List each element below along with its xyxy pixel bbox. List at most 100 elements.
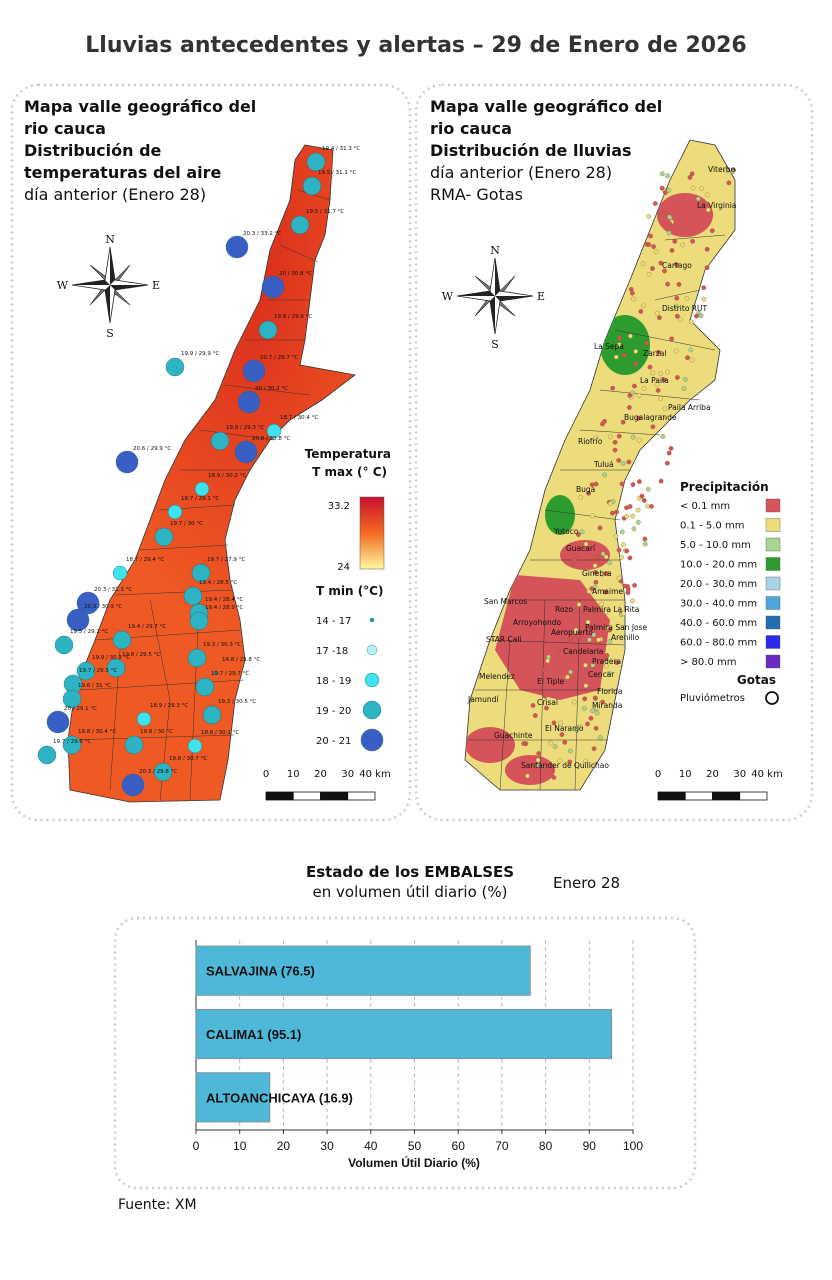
rain-gauge [684,296,690,301]
legend-swatch [765,498,781,513]
station-label: 20.3 / 33.2 °C [243,231,281,237]
rain-gauge [642,541,648,547]
legend-title: Precipitación [680,480,769,494]
rain-gauge [562,739,568,745]
rain-gauge [668,446,674,451]
rain-gauge [590,708,595,714]
x-tick-label: 50 [408,1139,422,1153]
station-label: 18.7 / 29.1 °C [181,496,219,502]
rain-gauge [576,634,582,639]
rain-gauge [617,335,622,341]
rain-gauge [681,386,687,392]
rain-gauge [690,238,695,244]
legend-label: 14 - 17 [316,616,351,627]
rain-gauge [678,317,683,323]
rain-gauge [579,529,585,535]
compass-label: W [57,279,69,292]
station-marker [302,176,322,196]
rain-gauge [646,272,652,277]
station-marker [112,630,132,650]
station-marker [54,635,74,655]
rain-gauge [642,536,648,542]
station-marker [76,591,100,615]
rain-gauge [583,662,588,668]
station-label: 19.4 / 29.7 °C [128,624,166,630]
rain-gauge [635,507,641,513]
title-line: Mapa valle geográfico del [430,97,662,116]
place-label: Arroyohondo [513,618,561,627]
rain-gauge [660,434,666,439]
rain-gauge [557,758,563,764]
rain-gauge [614,509,619,515]
rain-gauge [674,262,679,267]
bar-label: CALIMA1 (95.1) [206,1027,301,1042]
rain-map-title: Mapa valle geográfico del rio cauca Dist… [430,97,662,204]
place-label: La Virginia [697,201,736,210]
rain-gauge [637,479,642,484]
rain-gauge [571,699,577,705]
rain-gauge [622,583,628,589]
rain-gauge [612,447,618,453]
station-label: 20.3 / 29.8 °C [139,769,177,775]
compass-rose [457,258,533,334]
rain-gauge [630,482,636,487]
rain-gauge [704,265,710,271]
station-marker [187,648,207,668]
legend-swatch [765,537,781,552]
compass: N S E W [442,244,545,351]
station-label: 19.7 / 27.9 °C [207,557,245,563]
rain-gauge [705,207,711,213]
rain-gauge [673,303,679,309]
scale-bar [265,791,294,801]
rain-gauge [540,667,546,673]
rain-gauge [586,490,591,496]
place-label: Zarzal [643,349,666,358]
station-label: 19.7 / 29.6 °C [53,739,91,745]
place-label: Melendez [479,672,515,681]
rain-gauge [629,290,635,296]
rain-gauge [658,478,664,484]
panel [113,916,697,1190]
rain-gauge [559,732,565,737]
rain-gauge [551,720,557,726]
rain-gauge [581,706,587,711]
rain-gauge [688,319,694,325]
rain-gauge [573,627,579,633]
chart-title: Estado de los EMBALSES [306,863,514,881]
scale-label: 10 [679,769,692,780]
place-label: STAR Cali [486,635,522,644]
rain-gauge [607,560,612,566]
rain-gauge [571,558,577,563]
rain-gauge [667,221,673,226]
rain-gauge [603,656,608,662]
station-marker [136,711,152,727]
place-label: El Tiple [537,677,564,686]
rain-gauge [606,670,612,676]
legend-label: 60.0 - 80.0 mm [680,638,757,649]
rain-gauge [638,309,644,314]
rain-gauge [631,526,637,532]
rain-gauge [591,632,597,638]
rain-gauge [688,347,694,353]
legend-label: 30.0 - 40.0 mm [680,599,757,610]
station-label: 18.8 / 30.1 °C [201,730,239,736]
rain-gauge [689,171,695,177]
scale-bar [657,791,686,801]
rain-gauge [650,266,655,271]
rain-gauge [585,721,590,727]
legend-symbol [362,700,382,720]
legend-label: 0.1 - 5.0 mm [680,521,744,532]
scale-label: 20 [314,769,327,780]
rain-gauge [551,775,557,780]
rain-gauge [640,261,646,267]
scale-bar [347,791,376,801]
compass-label: S [491,338,499,351]
rain-gauge [578,495,583,500]
legend-label: 17 -18 [316,646,348,657]
rain-gauge [592,608,598,614]
rain-gauge [587,637,592,643]
station-marker [261,275,285,299]
rain-gauge [616,342,622,348]
ramp-low: 24 [337,562,350,573]
